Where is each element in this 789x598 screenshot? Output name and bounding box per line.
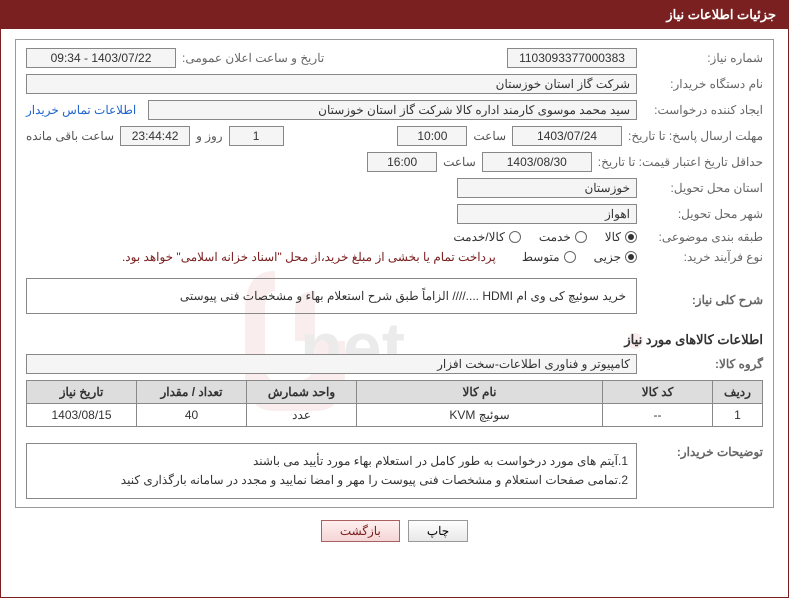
window: جزئیات اطلاعات نیاز net شماره نیاز: 1103…: [0, 0, 789, 598]
radio-service[interactable]: خدمت: [539, 230, 587, 244]
label-requester: ایجاد کننده درخواست:: [643, 103, 763, 117]
treasury-note: پرداخت تمام یا بخشی از مبلغ خرید،از محل …: [122, 250, 496, 264]
label-buyer-org: نام دستگاه خریدار:: [643, 77, 763, 91]
field-buyer-org: شرکت گاز استان خوزستان: [26, 74, 637, 94]
ptype-radio-group: جزیی متوسط: [522, 250, 637, 264]
print-button[interactable]: چاپ: [408, 520, 468, 542]
field-price-date: 1403/08/30: [482, 152, 592, 172]
label-goods-group: گروه کالا:: [643, 357, 763, 371]
radio-both-dot: [509, 231, 521, 243]
buyer-contact-link[interactable]: اطلاعات تماس خریدار: [26, 103, 136, 117]
section-goods-info: اطلاعات کالاهای مورد نیاز: [26, 332, 763, 348]
field-reply-date: 1403/07/24: [512, 126, 622, 146]
label-buyer-notes: توضیحات خریدار:: [643, 435, 763, 459]
radio-medium-dot: [564, 251, 576, 263]
field-price-time: 16:00: [367, 152, 437, 172]
label-category: طبقه بندی موضوعی:: [643, 230, 763, 244]
field-remain-time: 23:44:42: [120, 126, 190, 146]
label-remain-mid: روز و: [196, 129, 223, 143]
field-city: اهواز: [457, 204, 637, 224]
cell-row: 1: [713, 404, 763, 427]
field-need-no: 1103093377000383: [507, 48, 637, 68]
label-remain-end: ساعت باقی مانده: [26, 129, 114, 143]
field-general-desc: خرید سوئیچ کی وی ام HDMI ....//// الزاما…: [26, 278, 637, 314]
content-area: شماره نیاز: 1103093377000383 تاریخ و ساع…: [1, 29, 788, 552]
cell-name: سوئیچ KVM: [357, 404, 603, 427]
label-purchase-type: نوع فرآیند خرید:: [643, 250, 763, 264]
radio-both[interactable]: کالا/خدمت: [453, 230, 520, 244]
table-header-row: ردیف کد کالا نام کالا واحد شمارش تعداد /…: [27, 381, 763, 404]
cell-code: --: [603, 404, 713, 427]
field-remain-days: 1: [229, 126, 284, 146]
field-requester: سید محمد موسوی کارمند اداره کالا شرکت گا…: [148, 100, 637, 120]
cell-date: 1403/08/15: [27, 404, 137, 427]
field-goods-group: کامپیوتر و فناوری اطلاعات-سخت افزار: [26, 354, 637, 374]
radio-partial-label: جزیی: [594, 250, 621, 264]
button-bar: چاپ بازگشت: [15, 520, 774, 542]
buyer-note-line-2: 2.تمامی صفحات استعلام و مشخصات فنی پیوست…: [35, 471, 628, 490]
label-time-2: ساعت: [443, 155, 476, 169]
cell-unit: عدد: [247, 404, 357, 427]
th-name: نام کالا: [357, 381, 603, 404]
back-button[interactable]: بازگشت: [321, 520, 400, 542]
radio-goods-dot: [625, 231, 637, 243]
label-reply-deadline: مهلت ارسال پاسخ: تا تاریخ:: [628, 129, 763, 143]
label-price-validity: حداقل تاریخ اعتبار قیمت: تا تاریخ:: [598, 155, 763, 169]
label-time-1: ساعت: [473, 129, 506, 143]
radio-goods-label: کالا: [605, 230, 621, 244]
field-announce: 1403/07/22 - 09:34: [26, 48, 176, 68]
th-date: تاریخ نیاز: [27, 381, 137, 404]
radio-medium-label: متوسط: [522, 250, 560, 264]
goods-table: ردیف کد کالا نام کالا واحد شمارش تعداد /…: [26, 380, 763, 427]
radio-partial[interactable]: جزیی: [594, 250, 637, 264]
label-general-desc: شرح کلی نیاز:: [643, 293, 763, 307]
field-province: خوزستان: [457, 178, 637, 198]
radio-service-dot: [575, 231, 587, 243]
field-reply-time: 10:00: [397, 126, 467, 146]
titlebar: جزئیات اطلاعات نیاز: [1, 1, 788, 29]
buyer-note-line-1: 1.آیتم های مورد درخواست به طور کامل در ا…: [35, 452, 628, 471]
th-row: ردیف: [713, 381, 763, 404]
th-qty: تعداد / مقدار: [137, 381, 247, 404]
label-province: استان محل تحویل:: [643, 181, 763, 195]
radio-medium[interactable]: متوسط: [522, 250, 576, 264]
radio-service-label: خدمت: [539, 230, 571, 244]
label-city: شهر محل تحویل:: [643, 207, 763, 221]
main-panel: شماره نیاز: 1103093377000383 تاریخ و ساع…: [15, 39, 774, 508]
label-need-no: شماره نیاز:: [643, 51, 763, 65]
buyer-notes-box: 1.آیتم های مورد درخواست به طور کامل در ا…: [26, 443, 637, 499]
th-code: کد کالا: [603, 381, 713, 404]
th-unit: واحد شمارش: [247, 381, 357, 404]
radio-goods[interactable]: کالا: [605, 230, 637, 244]
label-announce: تاریخ و ساعت اعلان عمومی:: [182, 51, 324, 65]
radio-both-label: کالا/خدمت: [453, 230, 504, 244]
category-radio-group: کالا خدمت کالا/خدمت: [453, 230, 637, 244]
table-row: 1 -- سوئیچ KVM عدد 40 1403/08/15: [27, 404, 763, 427]
radio-partial-dot: [625, 251, 637, 263]
cell-qty: 40: [137, 404, 247, 427]
